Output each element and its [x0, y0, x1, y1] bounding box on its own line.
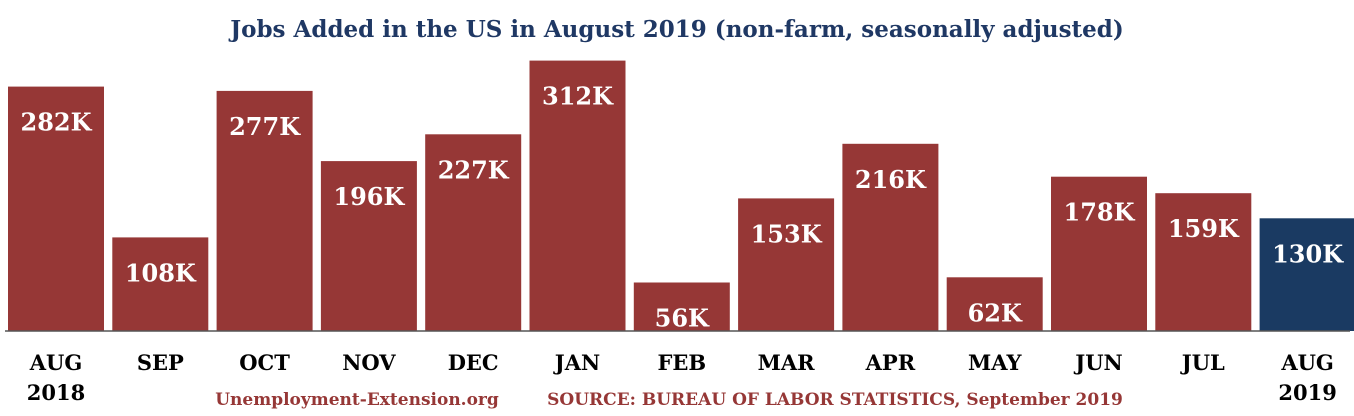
- bar-8: [842, 143, 939, 331]
- data-label-3: 196K: [333, 182, 405, 211]
- bar-6: [633, 282, 730, 331]
- bar-5: [529, 60, 626, 331]
- bar-9: [946, 277, 1043, 331]
- data-labels-group: 282K 108K 277K 196K 227K 312K 56K 153K 216K 62K 17…: [21, 82, 1345, 333]
- x-tick-label-1: SEP: [137, 350, 184, 375]
- x-tick-label-4: DEC: [448, 350, 499, 375]
- data-label-6: 56K: [655, 304, 710, 333]
- data-label-7: 153K: [751, 219, 823, 248]
- x-tick-label-7: MAR: [758, 350, 816, 375]
- bar-11: [1155, 193, 1252, 331]
- data-label-9: 62K: [968, 298, 1023, 327]
- bars-group: [8, 60, 1354, 332]
- footer-site-credit: Unemployment-Extension.org: [215, 390, 499, 410]
- x-tick-labels-group: AUG 2018 SEP OCT NOV DEC JAN FEB MAR APR MAY JUN JUL…: [27, 350, 1337, 405]
- x-tick-label-3: NOV: [342, 350, 396, 375]
- x-tick-label-5: JAN: [553, 350, 600, 375]
- data-label-12: 130K: [1272, 239, 1344, 268]
- x-tick-label-2: OCT: [239, 350, 290, 375]
- chart-title: Jobs Added in the US in August 2019 (non…: [228, 16, 1124, 43]
- x-tick-label-0-year: 2018: [27, 380, 85, 405]
- x-tick-label-9: MAY: [968, 350, 1022, 375]
- bar-10: [1051, 176, 1147, 331]
- x-tick-label-0: AUG: [29, 350, 83, 375]
- data-label-5: 312K: [542, 82, 614, 111]
- data-label-0: 282K: [21, 108, 93, 137]
- data-label-2: 277K: [229, 112, 301, 141]
- bar-12: [1259, 218, 1354, 331]
- data-label-4: 227K: [438, 155, 510, 184]
- bar-3: [320, 161, 417, 331]
- data-label-8: 216K: [855, 165, 927, 194]
- bar-4: [425, 134, 522, 331]
- data-label-10: 178K: [1064, 198, 1136, 227]
- x-tick-label-12: AUG: [1280, 350, 1334, 375]
- bar-0: [8, 86, 104, 331]
- bar-7: [738, 198, 835, 331]
- x-tick-label-6: FEB: [657, 350, 706, 375]
- bar-2: [216, 90, 313, 332]
- bar-1: [112, 237, 209, 331]
- x-tick-label-12-year: 2019: [1278, 380, 1336, 405]
- x-tick-label-11: JUL: [1180, 350, 1225, 375]
- data-label-11: 159K: [1168, 214, 1240, 243]
- data-label-1: 108K: [125, 258, 197, 287]
- x-tick-label-10: JUN: [1073, 350, 1122, 375]
- footer-source-credit: SOURCE: BUREAU OF LABOR STATISTICS, Sept…: [547, 390, 1123, 410]
- x-tick-label-8: APR: [865, 350, 916, 375]
